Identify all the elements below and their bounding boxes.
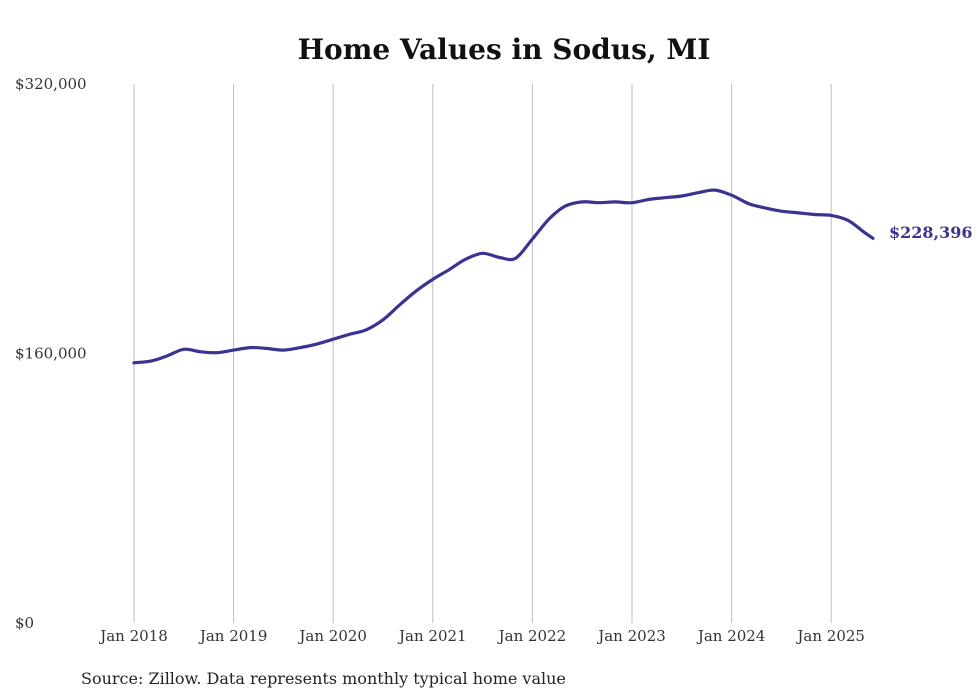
x-axis-ticks: Jan 2018 Jan 2019 Jan 2020 Jan 2021 Jan 2022… (98, 627, 865, 645)
x-tick-label: Jan 2021 (397, 627, 467, 645)
x-tick-label: Jan 2025 (795, 627, 865, 645)
x-tick-label: Jan 2023 (596, 627, 666, 645)
x-tick-label: Jan 2018 (98, 627, 168, 645)
series-layer (132, 188, 875, 365)
y-tick-label: $0 (15, 614, 34, 632)
source-note: Source: Zillow. Data represents monthly … (81, 669, 566, 688)
y-tick-label: $320,000 (15, 75, 87, 93)
gridlines (133, 84, 832, 623)
y-tick-label: $160,000 (15, 345, 87, 363)
x-tick-label: Jan 2024 (696, 627, 766, 645)
x-tick-label: Jan 2020 (297, 627, 367, 645)
end-value-label: $228,396 (889, 223, 973, 242)
series-line (132, 188, 875, 365)
chart-title: Home Values in Sodus, MI (298, 33, 711, 66)
y-axis-ticks: $0 $160,000 $320,000 (15, 75, 87, 632)
x-tick-label: Jan 2022 (497, 627, 567, 645)
x-tick-label: Jan 2019 (198, 627, 268, 645)
